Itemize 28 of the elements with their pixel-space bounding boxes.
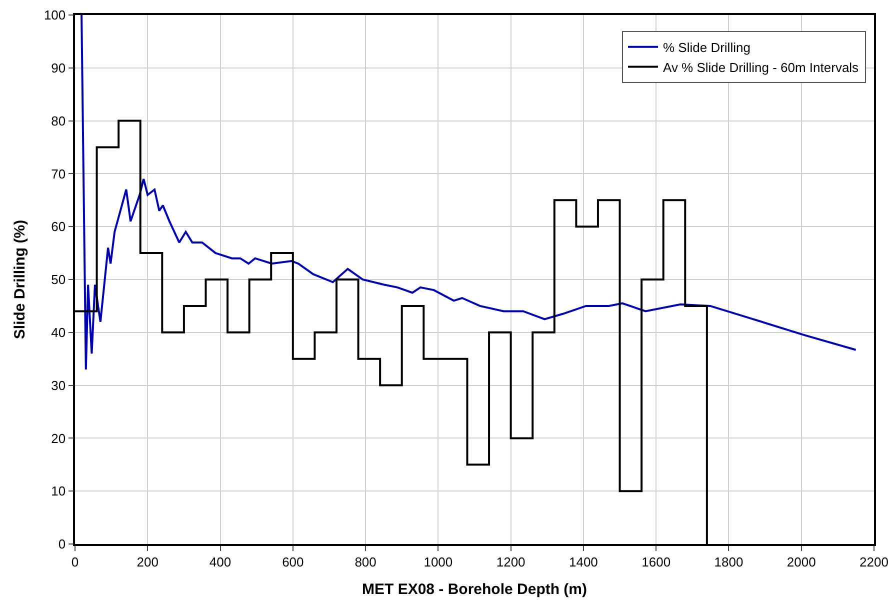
x-tick-label: 1400 bbox=[568, 554, 598, 570]
x-tick-label: 800 bbox=[354, 554, 376, 570]
y-tick-label: 40 bbox=[51, 324, 66, 340]
y-tick-label: 100 bbox=[44, 8, 66, 23]
legend-label: % Slide Drilling bbox=[663, 40, 750, 55]
y-tick-label: 50 bbox=[51, 272, 66, 288]
y-axis-title: Slide Drilling (%) bbox=[12, 220, 29, 340]
y-tick-label: 80 bbox=[51, 113, 66, 128]
x-tick-label: 600 bbox=[282, 554, 304, 570]
x-tick-label: 400 bbox=[209, 554, 232, 570]
x-tick-label: 0 bbox=[71, 554, 79, 570]
y-tick-label: 60 bbox=[51, 219, 66, 234]
y-tick-label: 0 bbox=[58, 536, 66, 552]
y-tick-label: 70 bbox=[51, 166, 66, 182]
x-tick-label: 2000 bbox=[786, 554, 816, 570]
x-axis-title: MET EX08 - Borehole Depth (m) bbox=[362, 580, 588, 598]
legend-label: Av % Slide Drilling - 60m Intervals bbox=[663, 60, 860, 75]
x-tick-label: 200 bbox=[136, 554, 158, 570]
x-tick-label: 1000 bbox=[424, 554, 453, 570]
x-tick-label: 1600 bbox=[642, 554, 671, 570]
y-tick-label: 90 bbox=[51, 60, 66, 76]
x-tick-label: 2200 bbox=[860, 554, 888, 570]
y-tick-label: 30 bbox=[51, 378, 66, 393]
line-series bbox=[80, 15, 857, 370]
x-tick-label: 1200 bbox=[496, 554, 526, 570]
y-tick-label: 10 bbox=[51, 484, 66, 499]
y-tick-label: 20 bbox=[51, 430, 66, 446]
x-tick-label: 1800 bbox=[714, 554, 744, 570]
